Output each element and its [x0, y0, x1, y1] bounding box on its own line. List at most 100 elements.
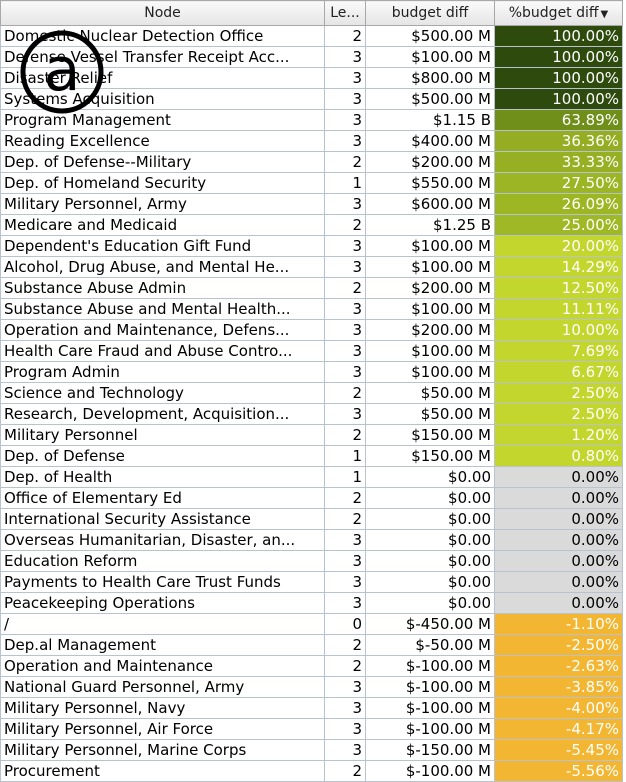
- budget-diff-cell[interactable]: $100.00 M: [365, 46, 495, 68]
- pct-budget-diff-cell[interactable]: 63.89%: [494, 109, 623, 131]
- pct-budget-diff-cell[interactable]: -4.00%: [494, 697, 623, 719]
- budget-diff-cell[interactable]: $-50.00 M: [365, 634, 495, 656]
- table-row[interactable]: Substance Abuse Admin 2 $200.00 M 12.50%: [0, 277, 623, 299]
- level-cell[interactable]: 3: [324, 46, 366, 68]
- node-cell[interactable]: Military Personnel, Air Force: [0, 718, 325, 740]
- pct-budget-diff-cell[interactable]: -1.10%: [494, 613, 623, 635]
- table-row[interactable]: International Security Assistance 2 $0.00 0…: [0, 508, 623, 530]
- pct-budget-diff-cell[interactable]: 33.33%: [494, 151, 623, 173]
- pct-budget-diff-cell[interactable]: 2.50%: [494, 382, 623, 404]
- budget-diff-cell[interactable]: $100.00 M: [365, 235, 495, 257]
- column-header-pct-budget-diff[interactable]: %budget diff ▼: [494, 0, 623, 26]
- table-row[interactable]: Program Management 3 $1.15 B 63.89%: [0, 109, 623, 131]
- budget-diff-cell[interactable]: $-100.00 M: [365, 655, 495, 677]
- budget-diff-cell[interactable]: $100.00 M: [365, 256, 495, 278]
- budget-diff-cell[interactable]: $800.00 M: [365, 67, 495, 89]
- column-header-level[interactable]: Le...: [324, 0, 366, 26]
- level-cell[interactable]: 3: [324, 361, 366, 383]
- budget-diff-cell[interactable]: $50.00 M: [365, 403, 495, 425]
- table-row[interactable]: National Guard Personnel, Army 3 $-100.00 …: [0, 676, 623, 698]
- level-cell[interactable]: 2: [324, 382, 366, 404]
- node-cell[interactable]: Operation and Maintenance: [0, 655, 325, 677]
- node-cell[interactable]: Overseas Humanitarian, Disaster, an...: [0, 529, 325, 551]
- pct-budget-diff-cell[interactable]: 12.50%: [494, 277, 623, 299]
- table-row[interactable]: Office of Elementary Ed 2 $0.00 0.00%: [0, 487, 623, 509]
- budget-diff-cell[interactable]: $0.00: [365, 571, 495, 593]
- pct-budget-diff-cell[interactable]: -5.56%: [494, 760, 623, 782]
- level-cell[interactable]: 2: [324, 655, 366, 677]
- pct-budget-diff-cell[interactable]: 7.69%: [494, 340, 623, 362]
- pct-budget-diff-cell[interactable]: -2.63%: [494, 655, 623, 677]
- level-cell[interactable]: 1: [324, 466, 366, 488]
- level-cell[interactable]: 3: [324, 256, 366, 278]
- table-row[interactable]: Systems Acquisition 3 $500.00 M 100.00%: [0, 88, 623, 110]
- budget-diff-cell[interactable]: $1.15 B: [365, 109, 495, 131]
- table-row[interactable]: Dep. of Defense--Military 2 $200.00 M 33.33…: [0, 151, 623, 173]
- node-cell[interactable]: Dependent's Education Gift Fund: [0, 235, 325, 257]
- level-cell[interactable]: 3: [324, 298, 366, 320]
- table-row[interactable]: /0 $-450.00 M -1.10%: [0, 613, 623, 635]
- budget-diff-cell[interactable]: $-100.00 M: [365, 676, 495, 698]
- pct-budget-diff-cell[interactable]: -5.45%: [494, 739, 623, 761]
- budget-diff-cell[interactable]: $200.00 M: [365, 277, 495, 299]
- budget-diff-cell[interactable]: $-450.00 M: [365, 613, 495, 635]
- column-header-budget-diff[interactable]: budget diff: [365, 0, 495, 26]
- level-cell[interactable]: 3: [324, 319, 366, 341]
- level-cell[interactable]: 3: [324, 718, 366, 740]
- budget-diff-cell[interactable]: $-100.00 M: [365, 760, 495, 782]
- budget-diff-cell[interactable]: $0.00: [365, 550, 495, 572]
- budget-diff-cell[interactable]: $500.00 M: [365, 88, 495, 110]
- budget-diff-cell[interactable]: $-100.00 M: [365, 697, 495, 719]
- table-row[interactable]: Military Personnel, Air Force 3 $-100.00 M…: [0, 718, 623, 740]
- node-cell[interactable]: Medicare and Medicaid: [0, 214, 325, 236]
- level-cell[interactable]: 3: [324, 550, 366, 572]
- node-cell[interactable]: Military Personnel, Marine Corps: [0, 739, 325, 761]
- pct-budget-diff-cell[interactable]: -3.85%: [494, 676, 623, 698]
- budget-diff-cell[interactable]: $0.00: [365, 592, 495, 614]
- pct-budget-diff-cell[interactable]: 1.20%: [494, 424, 623, 446]
- pct-budget-diff-cell[interactable]: 100.00%: [494, 46, 623, 68]
- node-cell[interactable]: Dep.al Management: [0, 634, 325, 656]
- table-row[interactable]: Operation and Maintenance 2 $-100.00 M -2.6…: [0, 655, 623, 677]
- node-cell[interactable]: Payments to Health Care Trust Funds: [0, 571, 325, 593]
- pct-budget-diff-cell[interactable]: 0.00%: [494, 508, 623, 530]
- budget-diff-cell[interactable]: $150.00 M: [365, 445, 495, 467]
- level-cell[interactable]: 2: [324, 214, 366, 236]
- table-row[interactable]: Substance Abuse and Mental Health... 3 $10…: [0, 298, 623, 320]
- level-cell[interactable]: 0: [324, 613, 366, 635]
- level-cell[interactable]: 2: [324, 151, 366, 173]
- pct-budget-diff-cell[interactable]: 20.00%: [494, 235, 623, 257]
- budget-diff-cell[interactable]: $1.25 B: [365, 214, 495, 236]
- budget-diff-cell[interactable]: $0.00: [365, 466, 495, 488]
- budget-diff-cell[interactable]: $-100.00 M: [365, 718, 495, 740]
- budget-diff-cell[interactable]: $550.00 M: [365, 172, 495, 194]
- node-cell[interactable]: Reading Excellence: [0, 130, 325, 152]
- level-cell[interactable]: 1: [324, 445, 366, 467]
- level-cell[interactable]: 2: [324, 424, 366, 446]
- level-cell[interactable]: 2: [324, 634, 366, 656]
- budget-diff-cell[interactable]: $50.00 M: [365, 382, 495, 404]
- budget-diff-cell[interactable]: $600.00 M: [365, 193, 495, 215]
- table-row[interactable]: Military Personnel 2 $150.00 M 1.20%: [0, 424, 623, 446]
- table-row[interactable]: Dependent's Education Gift Fund 3 $100.00 …: [0, 235, 623, 257]
- level-cell[interactable]: 2: [324, 760, 366, 782]
- level-cell[interactable]: 3: [324, 130, 366, 152]
- node-cell[interactable]: Procurement: [0, 760, 325, 782]
- table-row[interactable]: Dep. of Health 1 $0.00 0.00%: [0, 466, 623, 488]
- pct-budget-diff-cell[interactable]: 0.00%: [494, 571, 623, 593]
- pct-budget-diff-cell[interactable]: 100.00%: [494, 88, 623, 110]
- table-row[interactable]: Program Admin 3 $100.00 M 6.67%: [0, 361, 623, 383]
- pct-budget-diff-cell[interactable]: -4.17%: [494, 718, 623, 740]
- budget-diff-cell[interactable]: $0.00: [365, 529, 495, 551]
- table-row[interactable]: Alcohol, Drug Abuse, and Mental He... 3 $1…: [0, 256, 623, 278]
- table-row[interactable]: Health Care Fraud and Abuse Contro... 3 $1…: [0, 340, 623, 362]
- table-row[interactable]: Research, Development, Acquisition... 3 $5…: [0, 403, 623, 425]
- table-row[interactable]: Science and Technology 2 $50.00 M 2.50%: [0, 382, 623, 404]
- level-cell[interactable]: 3: [324, 403, 366, 425]
- budget-diff-cell[interactable]: $100.00 M: [365, 361, 495, 383]
- table-row[interactable]: Defense Vessel Transfer Receipt Acc... 3 $…: [0, 46, 623, 68]
- node-cell[interactable]: Military Personnel, Army: [0, 193, 325, 215]
- node-cell[interactable]: Program Admin: [0, 361, 325, 383]
- node-cell[interactable]: Alcohol, Drug Abuse, and Mental He...: [0, 256, 325, 278]
- node-cell[interactable]: Health Care Fraud and Abuse Contro...: [0, 340, 325, 362]
